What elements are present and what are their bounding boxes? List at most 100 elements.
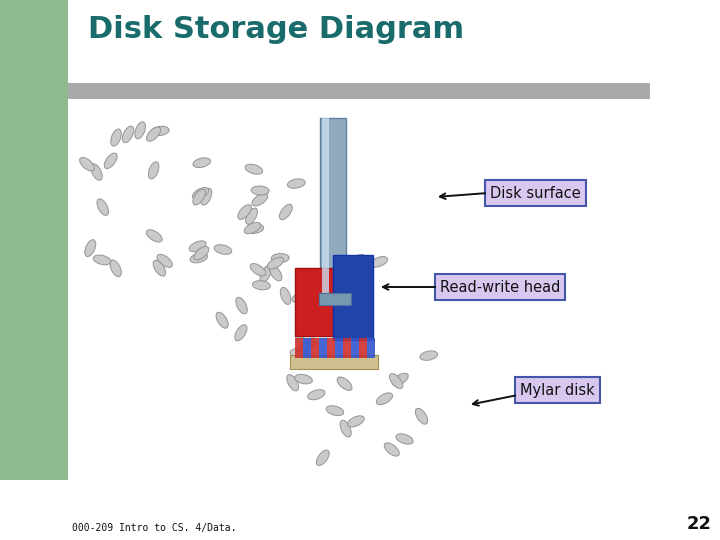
Ellipse shape [269,265,282,281]
Ellipse shape [371,256,387,267]
Ellipse shape [295,325,310,339]
Ellipse shape [244,222,261,234]
Ellipse shape [235,325,247,341]
Bar [68,83,713,99]
Ellipse shape [111,129,121,146]
Ellipse shape [146,230,162,242]
Ellipse shape [193,158,211,167]
Ellipse shape [252,193,268,206]
Wedge shape [75,500,295,540]
Ellipse shape [236,298,247,314]
Bar [322,118,329,303]
Bar [290,355,378,369]
Ellipse shape [300,338,316,350]
Text: 000-209 Intro to CS. 4/Data.: 000-209 Intro to CS. 4/Data. [72,523,236,533]
Ellipse shape [359,292,372,307]
Ellipse shape [157,254,172,267]
Ellipse shape [246,224,264,233]
Bar [311,338,319,358]
Ellipse shape [323,225,338,239]
Bar [367,338,375,358]
Ellipse shape [326,406,343,416]
Ellipse shape [201,188,212,205]
Ellipse shape [214,245,232,254]
Bar [359,338,367,358]
Ellipse shape [245,164,263,174]
Ellipse shape [390,374,403,389]
Ellipse shape [135,122,145,139]
Ellipse shape [189,241,206,252]
Ellipse shape [316,450,329,465]
Ellipse shape [153,260,166,276]
Wedge shape [75,500,485,540]
Ellipse shape [97,199,109,215]
Ellipse shape [315,275,333,284]
Ellipse shape [340,420,351,437]
Ellipse shape [420,351,438,360]
Text: Disk surface: Disk surface [490,186,581,200]
Bar [319,293,351,305]
Ellipse shape [294,352,305,368]
Ellipse shape [328,357,346,367]
Ellipse shape [238,205,251,219]
Ellipse shape [251,186,269,195]
Ellipse shape [337,377,352,390]
Ellipse shape [302,282,314,299]
Text: Mylar disk: Mylar disk [520,382,595,397]
Wedge shape [75,500,375,540]
Ellipse shape [348,416,364,427]
Ellipse shape [353,329,371,338]
Ellipse shape [384,443,400,456]
Ellipse shape [91,164,102,180]
Bar [295,268,333,336]
Ellipse shape [271,254,289,262]
Bar [343,338,351,358]
Bar [351,338,359,358]
Ellipse shape [260,266,271,282]
Ellipse shape [396,434,413,444]
Ellipse shape [110,260,121,276]
Ellipse shape [287,179,305,188]
Ellipse shape [279,204,292,220]
Ellipse shape [151,126,169,136]
Ellipse shape [280,287,291,305]
Ellipse shape [122,126,134,143]
Bar [0,0,68,540]
Text: Read-write head: Read-write head [440,280,560,294]
Ellipse shape [85,240,96,256]
Ellipse shape [216,312,228,328]
Bar [650,0,720,540]
Ellipse shape [192,187,209,199]
Wedge shape [75,500,487,540]
Ellipse shape [194,246,209,260]
Ellipse shape [146,127,161,141]
Bar [327,338,335,358]
Bar [295,338,303,358]
Ellipse shape [287,375,299,391]
Ellipse shape [104,153,117,168]
Bar [333,255,373,340]
Ellipse shape [333,305,350,315]
Text: 22: 22 [687,515,712,533]
Ellipse shape [148,162,159,179]
Ellipse shape [392,373,408,386]
Bar [303,338,311,358]
Ellipse shape [377,393,392,404]
Wedge shape [75,500,488,540]
Ellipse shape [250,264,266,276]
Bar [0,480,720,540]
Bar [335,338,343,358]
Text: Disk Storage Diagram: Disk Storage Diagram [88,15,464,44]
Ellipse shape [290,348,308,357]
Ellipse shape [193,189,205,205]
Ellipse shape [350,254,365,268]
Ellipse shape [307,390,325,400]
Ellipse shape [267,257,284,269]
Ellipse shape [292,292,310,302]
Ellipse shape [253,281,271,290]
Wedge shape [75,500,298,540]
Wedge shape [75,500,297,540]
Ellipse shape [415,408,428,424]
Ellipse shape [80,158,94,171]
Ellipse shape [246,208,258,224]
